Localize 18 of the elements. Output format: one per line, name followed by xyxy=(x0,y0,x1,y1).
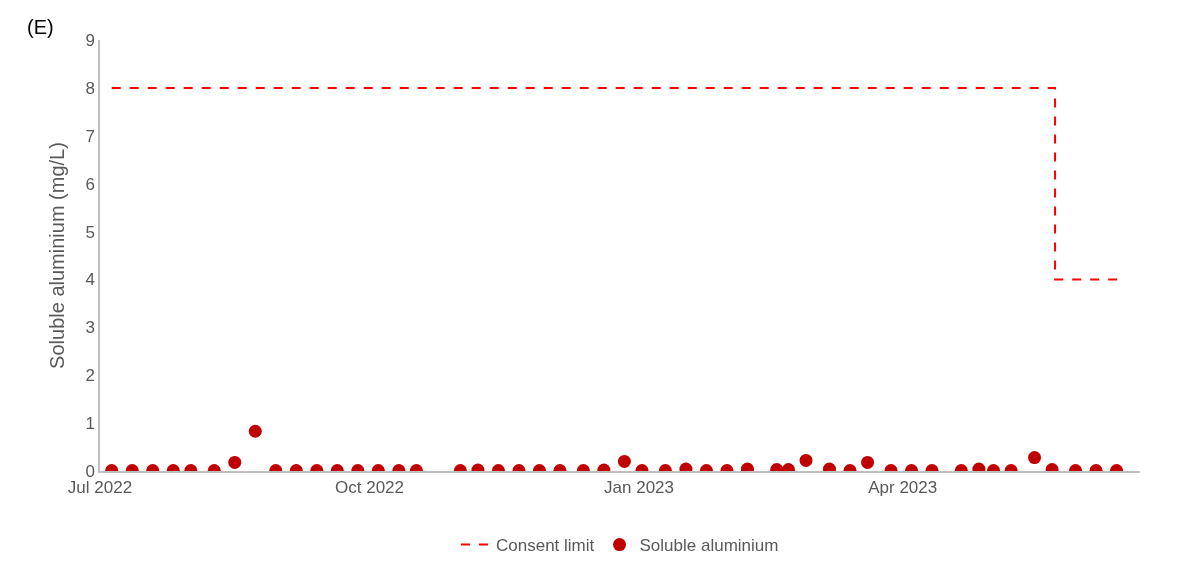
x-tick-label: Jul 2022 xyxy=(67,478,133,498)
legend-label: Consent limit xyxy=(496,536,595,556)
y-tick-label: 5 xyxy=(85,222,95,242)
x-tick-label: Apr 2023 xyxy=(868,478,938,498)
legend-label: Soluble aluminium xyxy=(639,536,779,556)
text: (E) xyxy=(27,16,54,38)
y-tick-label: 6 xyxy=(85,174,95,194)
y-tick-label: 8 xyxy=(85,78,95,98)
y-tick-label: 1 xyxy=(85,414,95,434)
y-tick-label: 9 xyxy=(85,30,95,50)
y-tick-label: 4 xyxy=(85,270,95,290)
y-axis-title: Soluble aluminium (mg/L) xyxy=(46,142,69,369)
x-tick-label: Jan 2023 xyxy=(604,478,675,498)
x-tick-label: Oct 2022 xyxy=(335,478,405,498)
y-tick-label: 3 xyxy=(85,318,95,338)
y-tick-label: 0 xyxy=(85,461,95,481)
y-tick-label: 7 xyxy=(85,126,95,146)
y-tick-label: 2 xyxy=(85,366,95,386)
